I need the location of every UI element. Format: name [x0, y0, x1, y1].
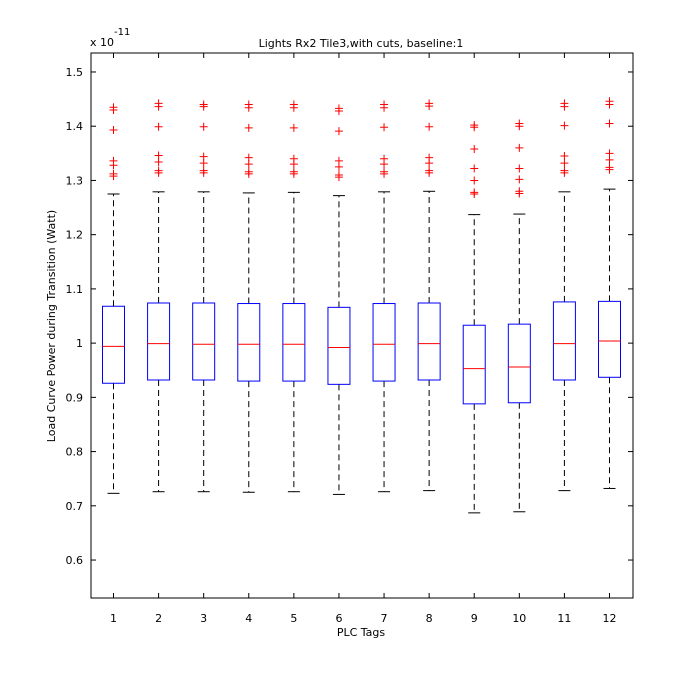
outlier-marker [515, 164, 524, 173]
chart-title: Lights Rx2 Tile3,with cuts, baseline:1 [259, 37, 464, 50]
outlier-marker [470, 176, 479, 185]
outlier-marker [560, 102, 569, 111]
iqr-box [372, 303, 396, 382]
outlier-marker [289, 123, 298, 132]
y-tick-label: 1.4 [66, 120, 84, 133]
outlier-marker [154, 158, 163, 166]
iqr-box [417, 302, 441, 381]
outlier-marker [154, 122, 163, 131]
iqr-box [282, 303, 306, 382]
x-tick-label: 10 [512, 612, 526, 625]
y-tick-label: 0.6 [66, 554, 84, 567]
outlier-marker [605, 165, 614, 174]
iqr-box [598, 300, 621, 378]
outlier-marker [380, 123, 389, 132]
x-tick-label: 3 [200, 612, 207, 625]
y-tick-label: 1.2 [66, 229, 84, 242]
y-axis-label: Load Curve Power during Transition (Watt… [45, 210, 58, 442]
outlier-marker [334, 173, 343, 182]
outlier-marker [154, 102, 163, 111]
x-tick-label: 2 [155, 612, 162, 625]
y-tick-label: 1 [76, 337, 83, 350]
outlier-marker [470, 164, 479, 173]
iqr-box [552, 301, 576, 381]
iqr-box [147, 302, 171, 381]
plot-area [90, 52, 634, 599]
outlier-marker [560, 121, 569, 130]
iqr-box [102, 305, 125, 384]
outlier-marker [199, 168, 208, 177]
outlier-marker [289, 169, 298, 178]
outlier-marker [244, 169, 253, 178]
outlier-marker [605, 119, 614, 128]
outlier-marker [244, 160, 253, 169]
iqr-box [462, 324, 486, 405]
outlier-marker [199, 159, 208, 168]
outlier-marker [425, 122, 434, 131]
outlier-marker [425, 168, 434, 177]
iqr-box [507, 323, 531, 404]
iqr-box [327, 306, 351, 385]
x-tick-label: 1 [110, 612, 117, 625]
outlier-marker [425, 159, 434, 168]
outlier-marker [560, 168, 569, 177]
iqr-box [192, 302, 216, 381]
x-tick-label: 7 [381, 612, 388, 625]
outlier-marker [109, 126, 118, 135]
outlier-marker [515, 143, 524, 152]
x-tick-label: 8 [426, 612, 433, 625]
outlier-marker [199, 122, 208, 131]
x-tick-label: 6 [335, 612, 342, 625]
outlier-marker [515, 189, 524, 198]
outlier-marker [334, 107, 343, 116]
y-tick-label: 1.5 [66, 66, 84, 79]
y-tick-label: 1.1 [66, 283, 84, 296]
x-tick-label: 4 [245, 612, 252, 625]
outlier-marker [109, 161, 118, 170]
x-tick-label: 5 [290, 612, 297, 625]
outlier-marker [289, 103, 298, 112]
y-tick-label: 0.7 [66, 500, 84, 513]
outlier-marker [470, 123, 479, 132]
outlier-marker [605, 100, 614, 109]
outlier-marker [380, 160, 389, 169]
outlier-marker [425, 102, 434, 111]
outlier-marker [199, 102, 208, 111]
outlier-marker [560, 152, 569, 161]
outlier-marker [154, 168, 163, 177]
x-axis-label: PLC Tags [337, 626, 386, 639]
y-tick-label: 1.3 [66, 174, 84, 187]
y-multiplier-base: x 10 [90, 36, 114, 49]
outlier-marker [380, 169, 389, 178]
x-tick-label: 12 [603, 612, 617, 625]
outlier-marker [380, 103, 389, 112]
outlier-marker [470, 144, 479, 153]
outlier-marker [109, 172, 118, 181]
y-multiplier-exponent: -11 [114, 27, 130, 38]
outlier-marker [334, 127, 343, 136]
outlier-marker [244, 103, 253, 112]
outlier-marker [560, 159, 569, 168]
outlier-marker [289, 160, 298, 169]
outlier-marker [605, 155, 614, 164]
outlier-marker [244, 123, 253, 132]
y-tick-label: 0.8 [66, 446, 84, 459]
iqr-box [237, 303, 261, 382]
outlier-marker [334, 162, 343, 171]
y-tick-label: 0.9 [66, 391, 84, 404]
outlier-marker [515, 175, 524, 184]
x-tick-label: 9 [471, 612, 478, 625]
plot-layer: 0.60.70.80.911.11.21.31.41.51 2 3 4 5 6 7 8 9 10 1… [66, 53, 633, 625]
outlier-marker [515, 122, 524, 131]
x-tick-label: 11 [557, 612, 571, 625]
outlier-marker [109, 105, 118, 114]
outlier-marker [470, 189, 479, 198]
